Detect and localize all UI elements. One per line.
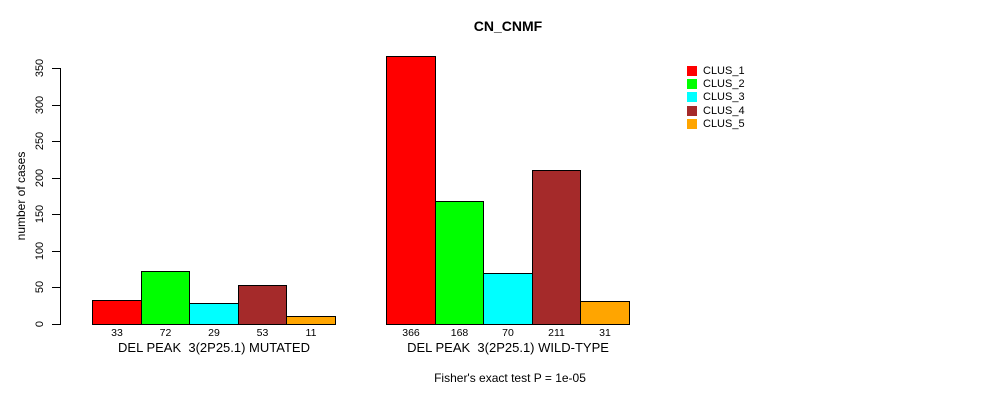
group-label-mutated: DEL PEAK 3(2P25.1) MUTATED xyxy=(118,340,310,355)
bar-value-label: 53 xyxy=(256,327,269,339)
legend-label: CLUS_2 xyxy=(703,78,745,91)
bar-value-label: 29 xyxy=(208,327,220,339)
bar-value-label: 33 xyxy=(111,327,123,339)
y-tick-label: 350 xyxy=(34,58,46,78)
bar-clus_4-group1 xyxy=(238,285,287,325)
y-tick xyxy=(52,141,60,142)
legend-row: CLUS_3 xyxy=(687,91,745,104)
y-tick xyxy=(52,214,60,215)
legend-swatch-clus_1 xyxy=(687,65,697,76)
chart-title: CN_CNMF xyxy=(473,18,543,34)
bar-clus_5-group1 xyxy=(286,316,336,325)
y-tick xyxy=(52,178,60,179)
legend-swatch-clus_4 xyxy=(687,105,697,116)
bar-clus_1-group1 xyxy=(92,300,142,325)
legend-row: CLUS_1 xyxy=(687,64,745,77)
y-tick xyxy=(52,68,60,69)
legend-row: CLUS_4 xyxy=(687,104,745,117)
y-tick-label: 150 xyxy=(34,204,46,224)
y-tick xyxy=(52,324,60,325)
group-label-wildtype: DEL PEAK 3(2P25.1) WILD-TYPE xyxy=(407,340,609,355)
legend: CLUS_1 CLUS_2 CLUS_3 CLUS_4 CLUS_5 xyxy=(687,64,745,131)
bar-value-label: 72 xyxy=(159,327,172,339)
legend-swatch-clus_3 xyxy=(687,92,697,103)
legend-row: CLUS_5 xyxy=(687,118,745,131)
bar-clus_1-group2 xyxy=(386,56,436,325)
bar-value-label: 168 xyxy=(450,327,469,339)
bar-clus_3-group1 xyxy=(189,303,239,325)
bar-clus_5-group2 xyxy=(580,301,630,325)
legend-swatch-clus_2 xyxy=(687,79,697,90)
bar-clus_3-group2 xyxy=(483,273,533,325)
legend-label: CLUS_5 xyxy=(703,118,745,131)
y-tick-label: 100 xyxy=(34,241,46,261)
legend-row: CLUS_2 xyxy=(687,77,745,90)
y-tick-label: 300 xyxy=(34,95,46,115)
y-tick xyxy=(52,251,60,252)
bar-value-label: 31 xyxy=(599,327,611,339)
y-tick-label: 200 xyxy=(34,168,46,188)
legend-label: CLUS_4 xyxy=(703,104,745,117)
bar-clus_2-group2 xyxy=(435,201,484,325)
bar-value-label: 70 xyxy=(502,327,514,339)
y-tick xyxy=(52,105,60,106)
y-tick-label: 0 xyxy=(34,320,46,328)
y-axis-label: number of cases xyxy=(14,151,28,241)
bar-value-label: 11 xyxy=(305,327,317,339)
legend-label: CLUS_3 xyxy=(703,91,745,104)
bar-clus_2-group1 xyxy=(141,271,190,325)
y-tick-label: 50 xyxy=(34,280,46,294)
legend-swatch-clus_5 xyxy=(687,119,697,130)
bar-clus_4-group2 xyxy=(532,170,581,325)
subtitle-fisher-test: Fisher's exact test P = 1e-05 xyxy=(434,371,586,385)
y-axis-line xyxy=(60,68,61,325)
bar-value-label: 211 xyxy=(548,327,565,339)
y-tick xyxy=(52,287,60,288)
bar-value-label: 366 xyxy=(402,327,420,339)
y-tick-label: 250 xyxy=(34,131,46,151)
legend-label: CLUS_1 xyxy=(703,64,745,77)
